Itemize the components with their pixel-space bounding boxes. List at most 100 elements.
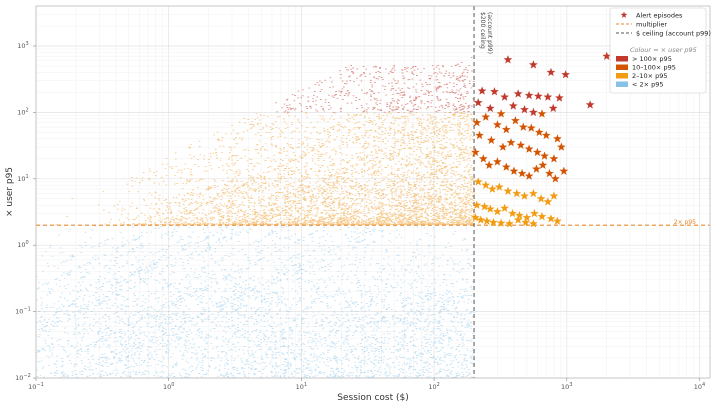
background-point-cloud	[275, 56, 476, 113]
alert-episode-star	[481, 112, 491, 121]
alert-episode-star	[498, 142, 508, 151]
alert-episode-star	[549, 191, 559, 200]
alert-episode-star	[485, 204, 495, 213]
x-tick-label: 102	[428, 382, 439, 391]
alert-episode-star	[550, 174, 560, 183]
alert-episode-star	[537, 109, 547, 118]
alert-episode-star	[531, 164, 541, 173]
alert-episode-star	[546, 67, 556, 77]
y-tick-label: 100	[17, 240, 28, 249]
alert-episode-star	[534, 127, 544, 137]
alert-episode-star	[509, 166, 519, 175]
y-axis-ticks: 10−2 10−1 100 101 102 103	[15, 41, 36, 382]
legend-color-swatch	[616, 64, 628, 70]
alert-episode-star	[486, 135, 496, 145]
alert-episode-star	[472, 200, 482, 209]
legend-box	[609, 7, 707, 94]
alert-episode-star	[472, 118, 482, 127]
legend-entry-label: multiplier	[636, 21, 667, 29]
alert-episode-star	[482, 216, 492, 225]
background-point-cloud	[55, 111, 476, 226]
y-tick-label: 101	[17, 174, 28, 183]
legend-color-label: 10–100× p95	[632, 64, 676, 72]
alert-episode-star	[478, 154, 488, 163]
alert-episode-star	[473, 98, 483, 107]
alert-episode-star	[511, 116, 520, 125]
alert-episode-star	[545, 168, 554, 178]
alert-episode-star	[561, 70, 571, 79]
y-tick-label: 103	[17, 41, 28, 50]
alert-episode-star	[475, 130, 484, 140]
alert-episode-star	[506, 138, 516, 147]
alert-episode-star	[513, 89, 523, 98]
plot-area	[36, 6, 710, 378]
alert-episode-star	[476, 215, 486, 224]
legend-star-icon	[620, 11, 628, 18]
legend-color-label: 2–10× p95	[632, 72, 668, 80]
alert-episode-star	[500, 203, 510, 212]
alert-episode-star	[473, 177, 483, 186]
alert-episode-star	[500, 92, 510, 101]
alert-episode-star	[489, 217, 498, 227]
alert-episode-star	[543, 92, 553, 101]
alert-episode-star	[546, 214, 556, 223]
alert-episode-star	[494, 182, 504, 191]
alert-episode-star	[477, 86, 487, 95]
y-tick-label: 102	[17, 107, 28, 116]
alert-episode-star	[496, 218, 506, 227]
y-axis-label: × user p95	[5, 167, 15, 217]
legend-color-title: Colour = × user p95	[630, 46, 697, 54]
alert-episode-star	[517, 168, 527, 178]
legend-entry-label: $ ceiling (account p99)	[636, 30, 711, 38]
alert-episode-star	[471, 147, 480, 157]
ceiling-label: $200 ceiling (account p99)	[479, 12, 493, 54]
alert-episode-star	[501, 162, 511, 171]
legend-color-swatch	[616, 56, 628, 62]
x-axis-ticks: 10−1 100 101 102 103 104	[28, 378, 705, 391]
x-tick-label: 101	[296, 382, 307, 391]
x-tick-label: 100	[163, 382, 174, 391]
ceiling-label-line1: $200 ceiling	[479, 12, 486, 49]
alert-episode-star	[520, 105, 529, 114]
x-tick-label: 103	[561, 382, 572, 391]
alert-episode-star	[496, 109, 506, 118]
legend-color-swatch	[616, 81, 628, 87]
alert-episode-star	[508, 208, 517, 218]
alert-episode-star	[513, 215, 523, 224]
alert-episode-star	[524, 144, 534, 153]
alert-episode-star	[540, 151, 549, 160]
plot-frame	[35, 5, 711, 379]
alert-episode-star	[503, 186, 513, 195]
alert-episode-star	[471, 213, 480, 222]
legend-entry-label: Alert episodes	[636, 12, 683, 20]
alert-episode-star	[481, 180, 491, 189]
x-tick-label: 10−1	[28, 382, 44, 391]
alert-episode-star	[559, 166, 569, 175]
background-points	[35, 56, 476, 379]
legend-color-swatch	[616, 73, 628, 79]
alert-episode-star	[484, 160, 494, 169]
background-point-cloud	[35, 224, 476, 379]
alert-episode-star	[493, 207, 502, 216]
ceiling-label-line2: (account p99)	[486, 12, 493, 54]
alert-episode-star	[490, 87, 499, 96]
alert-episode-star	[516, 140, 526, 149]
alert-episode-star	[533, 91, 543, 100]
alert-episode-star	[556, 142, 566, 151]
alert-episode-star	[521, 217, 531, 227]
alert-episode-star	[508, 101, 518, 110]
alert-episode-star	[555, 93, 564, 102]
legend-color-label: < 2× p95	[632, 81, 664, 89]
alert-episode-star	[528, 107, 538, 117]
alert-episode-star	[487, 184, 497, 193]
x-tick-label: 104	[694, 382, 705, 391]
alert-episode-star	[538, 160, 548, 169]
alert-episode-star	[528, 188, 538, 198]
x-axis-label: Session cost ($)	[337, 393, 408, 403]
alert-episode-star	[537, 211, 547, 221]
alert-episode-star	[536, 194, 546, 203]
alert-episode-star	[553, 216, 562, 225]
alert-episode-star	[528, 219, 538, 228]
alert-episode-star	[522, 213, 532, 222]
